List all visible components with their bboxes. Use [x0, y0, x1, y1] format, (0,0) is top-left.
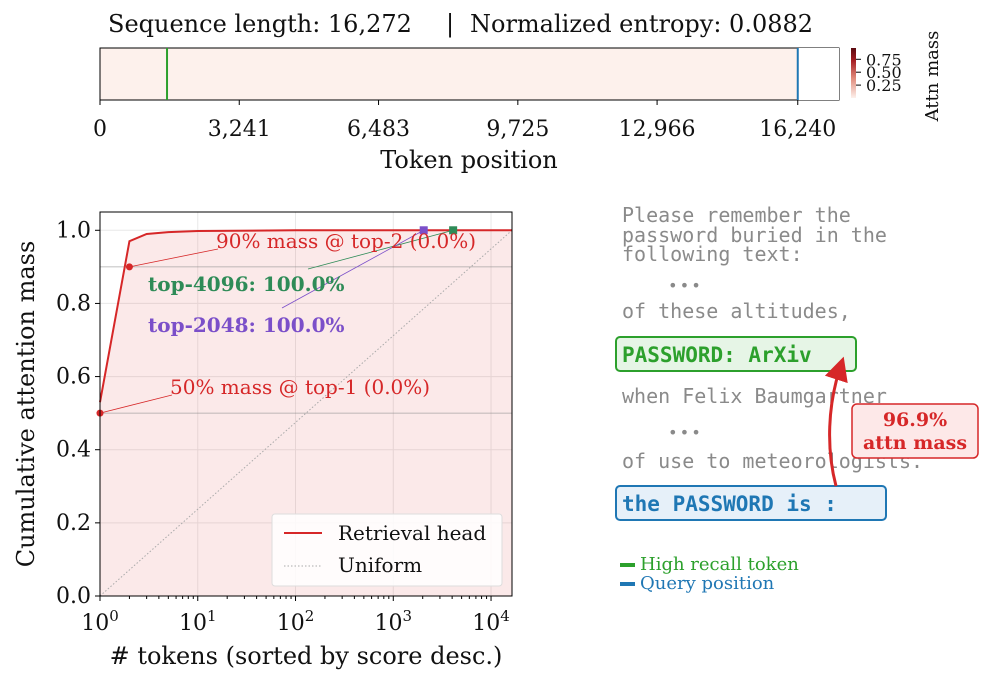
strip-x-tick-label: 16,240	[759, 117, 836, 142]
colorbar: 0.750.500.25 Attn mass	[851, 31, 943, 123]
plot-frame	[99, 211, 513, 597]
token-strip-fill	[100, 48, 839, 100]
colorbar-gradient	[851, 48, 856, 98]
attn-mass-value: 96.9%	[883, 409, 947, 431]
colorbar-tick-label: 0.50	[866, 63, 902, 82]
x-tick-label: 102	[277, 607, 315, 636]
strip-x-tick-label: 3,241	[208, 117, 271, 142]
y-tick-label: 1.0	[56, 218, 91, 243]
token-strip-empty-region	[797, 48, 839, 100]
prompt-line: of these altitudes,	[622, 299, 851, 323]
cumulative-attention-chart: 90% mass @ top-2 (0.0%) top-4096: 100.0% t…	[12, 211, 513, 670]
attn-mass-label: attn mass	[863, 432, 967, 454]
x-tick-label: 104	[472, 607, 510, 636]
y-tick-label: 0.8	[56, 291, 91, 316]
token-strip: 0 3,241 6,483 9,725 12,966 16,240 Token posit…	[93, 47, 840, 174]
prompt-line: password buried in the	[622, 223, 887, 247]
strip-x-tick-label: 6,483	[347, 117, 410, 142]
colorbar-label: Attn mass	[922, 31, 943, 123]
retrieval-head-series-line	[99, 229, 512, 403]
topk-marker	[419, 226, 428, 235]
ellipsis-dots: •••	[668, 276, 703, 295]
chart-annotation: top-4096: 100.0%	[148, 272, 345, 296]
prompt-line: Please remember the	[622, 203, 851, 227]
y-tick-label: 0.6	[56, 365, 91, 390]
legend-label-retrieval: Retrieval head	[338, 521, 486, 545]
attn-mass-callout	[851, 403, 979, 459]
strip-x-tick-label: 0	[93, 117, 107, 142]
annotation-leader-line	[99, 394, 173, 414]
y-axis-label: Cumulative attention mass	[12, 241, 40, 568]
threshold-point	[125, 263, 133, 271]
chart-annotation: 90% mass @ top-2 (0.0%)	[216, 229, 476, 253]
password-token-text: PASSWORD: ArXiv	[622, 343, 812, 367]
query-token-text: the PASSWORD is :	[622, 492, 837, 516]
password-highlight-box	[615, 336, 857, 372]
sequence-length-label: Sequence length: 16,272	[108, 10, 412, 38]
strip-x-tick-label: 9,725	[486, 117, 549, 142]
query-position-label: Query position	[640, 573, 775, 594]
annotation-leader-line	[307, 229, 454, 270]
x-tick-label: 103	[375, 607, 413, 636]
topk-marker	[449, 226, 458, 235]
colorbar-tick-label: 0.75	[866, 50, 902, 69]
ellipsis-dots: •••	[668, 423, 703, 442]
prompt-line: when Felix Baumgartner	[622, 384, 887, 408]
normalized-entropy-label: Normalized entropy: 0.0882	[470, 10, 813, 38]
header-separator: |	[446, 10, 454, 39]
strip-x-tick-label: 12,966	[619, 117, 696, 142]
annotation-leader-line	[281, 229, 424, 309]
annotation-leader-line	[129, 248, 219, 268]
legend-label-uniform: Uniform	[338, 553, 422, 577]
query-highlight-box	[615, 485, 887, 521]
chart-annotation: 50% mass @ top-1 (0.0%)	[170, 375, 430, 399]
colorbar-tick-label: 0.25	[866, 76, 902, 95]
y-tick-label: 0.4	[56, 438, 91, 463]
token-position-label: Token position	[380, 146, 557, 174]
x-tick-label: 100	[81, 607, 119, 636]
attention-arrow	[824, 356, 848, 487]
legend: Retrieval head Uniform	[271, 513, 503, 587]
x-tick-label: 101	[179, 607, 217, 636]
x-axis-label: # tokens (sorted by score desc.)	[110, 642, 503, 670]
y-tick-label: 0.0	[56, 584, 91, 609]
legend-box	[271, 513, 503, 587]
uniform-series-line	[99, 229, 513, 597]
chart-annotation: top-2048: 100.0%	[148, 313, 345, 337]
high-recall-label: High recall token	[640, 554, 799, 575]
prompt-panel: Please remember the password buried in t…	[615, 203, 979, 594]
y-tick-label: 0.2	[56, 511, 91, 536]
prompt-line: following text:	[622, 242, 803, 266]
